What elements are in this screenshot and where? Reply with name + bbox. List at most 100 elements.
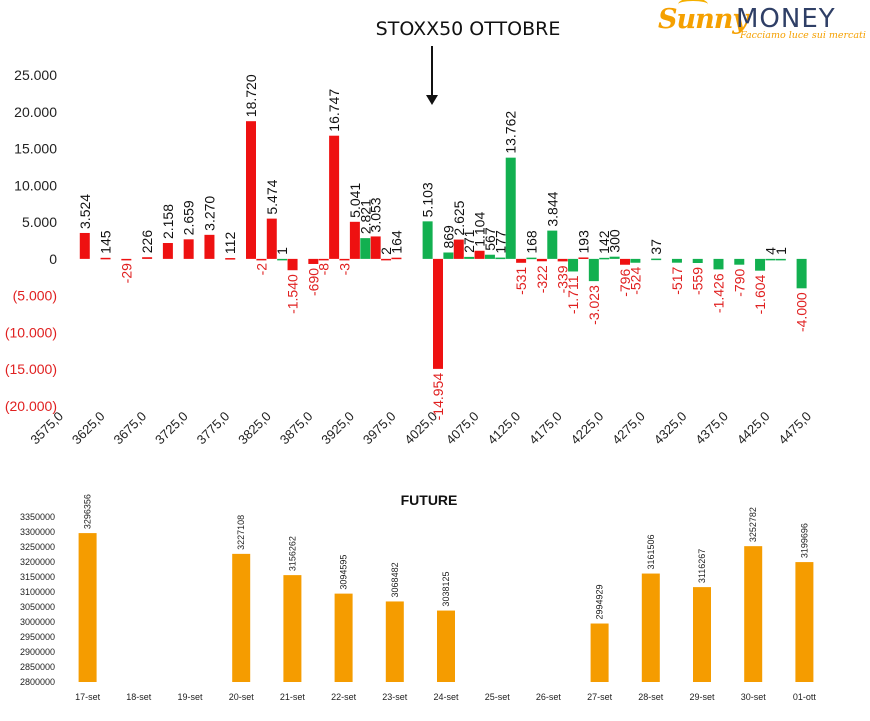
- y-tick-label: (10.000): [5, 324, 57, 340]
- green-bar: [277, 258, 288, 261]
- green-bar: [609, 256, 620, 259]
- red-bar: [256, 258, 267, 261]
- bar-value-label: -29: [118, 263, 134, 283]
- future-x-tick-label: 20-set: [229, 692, 255, 702]
- future-x-tick-label: 17-set: [75, 692, 101, 702]
- future-x-tick-label: 18-set: [126, 692, 152, 702]
- future-x-tick-label: 19-set: [177, 692, 203, 702]
- bar-value-label: 2: [378, 247, 394, 255]
- y-tick-label: (20.000): [5, 398, 57, 414]
- bar-value-label: 5.041: [347, 183, 363, 218]
- future-y-tick-label: 3250000: [20, 542, 55, 552]
- bar-value-label: 112: [222, 232, 238, 255]
- sunny-money-logo: Sunny MONEY Facciamo luce sui mercati: [658, 0, 866, 46]
- green-bar: [588, 258, 599, 282]
- y-tick-label: (15.000): [5, 361, 57, 377]
- logo-sunny-text: Sunny: [658, 4, 748, 35]
- bar-value-label: -3: [337, 263, 353, 276]
- future-bar: [795, 562, 814, 682]
- future-y-tick-label: 2900000: [20, 647, 55, 657]
- future-x-tick-label: 29-set: [689, 692, 715, 702]
- red-bar: [391, 257, 402, 260]
- bar-value-label: 226: [139, 230, 155, 254]
- bar-value-label: 1: [773, 247, 789, 255]
- bar-value-label: 2.659: [181, 200, 197, 235]
- future-bar: [590, 623, 609, 682]
- y-tick-label: 5.000: [22, 214, 57, 230]
- green-bar: [495, 257, 506, 260]
- red-bar: [474, 250, 485, 259]
- green-bar: [484, 254, 495, 259]
- future-y-tick-label: 3000000: [20, 617, 55, 627]
- red-bar: [183, 239, 194, 259]
- bar-value-label: -1.604: [752, 274, 768, 314]
- future-bar-value-label: 3199696: [799, 523, 809, 558]
- bar-value-label: -1.426: [711, 273, 727, 313]
- bar-value-label: 16.747: [326, 89, 342, 132]
- green-bar: [713, 258, 724, 270]
- future-y-tick-label: 3050000: [20, 602, 55, 612]
- bar-value-label: 300: [607, 229, 623, 253]
- future-bar-value-label: 3116267: [697, 549, 707, 583]
- x-tick-label: 4425,0: [734, 409, 773, 448]
- green-bar: [422, 221, 433, 259]
- y-tick-label: 10.000: [14, 177, 57, 193]
- x-tick-label: 3725,0: [152, 409, 191, 448]
- bar-value-label: 3.270: [201, 196, 217, 231]
- y-tick-label: 0: [49, 251, 57, 267]
- bar-value-label: -339: [555, 265, 571, 293]
- future-bar-value-label: 3068482: [390, 562, 400, 597]
- future-bar-value-label: 3252782: [748, 507, 758, 542]
- bar-value-label: -4.000: [794, 292, 810, 332]
- bar-value-label: -1.711: [565, 275, 581, 314]
- bar-value-label: 37: [648, 239, 664, 255]
- bar-value-label: 1: [274, 247, 290, 255]
- x-tick-label: 3925,0: [318, 409, 357, 448]
- green-bar: [671, 258, 682, 263]
- bar-value-label: -1.540: [285, 274, 301, 314]
- x-tick-label: 4475,0: [775, 409, 814, 448]
- bar-value-label: 3.053: [368, 197, 384, 232]
- x-tick-label: 3975,0: [360, 409, 399, 448]
- green-bar: [443, 252, 454, 259]
- future-y-tick-label: 3200000: [20, 557, 55, 567]
- bar-value-label: 5.474: [264, 179, 280, 214]
- red-bar: [329, 135, 340, 259]
- future-x-tick-label: 21-set: [280, 692, 306, 702]
- bar-value-label: -796: [617, 269, 633, 297]
- x-tick-label: 4325,0: [651, 409, 690, 448]
- x-tick-label: 3775,0: [194, 409, 233, 448]
- bar-value-label: 18.720: [243, 74, 259, 117]
- green-bar: [464, 256, 475, 259]
- bar-value-label: 2.158: [160, 204, 176, 239]
- red-bar: [308, 258, 319, 264]
- green-bar: [505, 157, 516, 259]
- future-x-tick-label: 01-ott: [793, 692, 817, 702]
- chart-title: STOXX50 OTTOBRE: [376, 18, 561, 40]
- future-title: FUTURE: [401, 492, 458, 508]
- future-bar-value-label: 3094595: [339, 555, 349, 590]
- green-bar: [599, 257, 610, 260]
- future-x-tick-label: 26-set: [536, 692, 562, 702]
- bar-value-label: 1.104: [472, 212, 488, 247]
- x-tick-label: 4075,0: [443, 409, 482, 448]
- future-bar-value-label: 3038125: [441, 572, 451, 607]
- bar-value-label: 164: [388, 230, 404, 254]
- future-bar-value-label: 3156262: [287, 536, 297, 571]
- red-bar: [162, 243, 173, 259]
- bar-value-label: 4: [762, 247, 778, 255]
- x-tick-label: 4125,0: [485, 409, 524, 448]
- green-bar: [526, 257, 537, 260]
- red-bar: [516, 258, 527, 263]
- red-bar: [536, 258, 547, 262]
- bar-value-label: -3.023: [586, 285, 602, 325]
- x-tick-label: 4275,0: [609, 409, 648, 448]
- red-bar: [121, 258, 132, 261]
- bar-value-label: -559: [690, 267, 706, 295]
- y-tick-label: 25.000: [14, 67, 57, 83]
- green-bar: [692, 258, 703, 264]
- future-bar: [693, 587, 711, 682]
- red-bar: [620, 258, 630, 265]
- red-bar: [246, 121, 256, 259]
- bar-value-label: 869: [440, 225, 456, 249]
